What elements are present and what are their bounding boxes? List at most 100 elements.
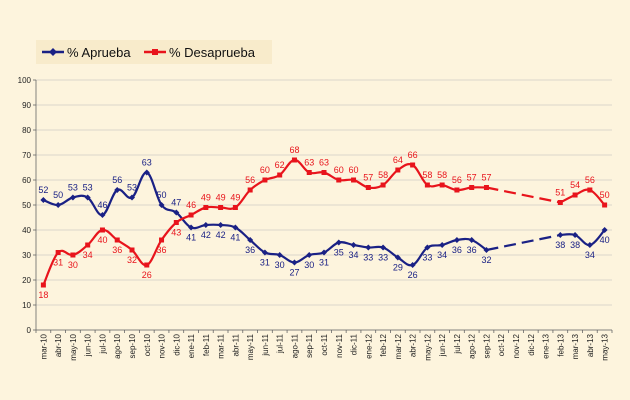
data-label-0-nov-11: 35 — [334, 248, 344, 258]
data-label-0-ago-12: 36 — [467, 245, 477, 255]
marker-0-may-12 — [424, 244, 431, 251]
data-label-0-mar-13: 38 — [570, 240, 580, 250]
x-tick-label-feb-13: feb-13 — [556, 333, 565, 356]
marker-0-abr-12 — [409, 262, 416, 268]
legend-marker-0 — [49, 48, 57, 56]
x-tick-label-may-10: may-10 — [69, 333, 78, 360]
data-label-0-may-10: 53 — [68, 183, 78, 193]
y-tick-label-40: 40 — [22, 226, 31, 235]
axes: 0 10 20 30 40 50 60 70 80 90 100 mar-10 abr-10 may-10… — [18, 76, 613, 361]
data-label-1-mar-10: 18 — [38, 290, 48, 300]
x-tick-label-jun-12: jun-12 — [438, 333, 447, 357]
data-label-1-oct-10: 26 — [142, 270, 152, 280]
marker-1-oct-10 — [144, 262, 150, 268]
x-tick-label-jul-11: jul-11 — [276, 333, 285, 354]
x-tick-label-oct-12: oct-12 — [497, 333, 506, 356]
data-label-1-feb-13: 51 — [555, 188, 565, 198]
marker-0-may-13 — [601, 227, 608, 233]
x-tick-label-ago-11: ago-11 — [290, 333, 299, 358]
x-tick-label-abr-12: abr-12 — [409, 333, 418, 357]
x-tick-label-jul-10: jul-10 — [98, 333, 107, 354]
marker-0-oct-10 — [143, 169, 150, 176]
marker-1-jun-11 — [262, 177, 268, 183]
data-label-1-may-10: 30 — [68, 260, 78, 270]
marker-0-may-11 — [247, 237, 254, 243]
x-tick-label-mar-11: mar-11 — [217, 333, 226, 358]
marker-1-ene-11 — [188, 212, 194, 218]
marker-0-feb-11 — [202, 222, 209, 228]
data-label-0-mar-11: 42 — [216, 230, 226, 240]
series-dashed-0 — [486, 233, 561, 252]
marker-1-mar-11 — [218, 205, 224, 210]
marker-1-nov-11 — [336, 177, 342, 183]
marker-0-abr-10 — [55, 202, 62, 208]
data-label-0-ago-11: 27 — [289, 268, 299, 278]
marker-1-mar-10 — [40, 282, 46, 288]
marker-1-ago-10 — [114, 237, 120, 243]
x-tick-label-sep-10: sep-10 — [128, 333, 137, 358]
marker-1-sep-11 — [306, 170, 312, 175]
y-tick-label-80: 80 — [22, 126, 31, 135]
data-label-1-abr-10: 31 — [53, 258, 63, 268]
marker-0-sep-10 — [129, 194, 135, 201]
series-dashed-1 — [486, 186, 561, 204]
data-label-0-may-13: 40 — [600, 235, 610, 245]
x-tick-label-feb-11: feb-11 — [202, 333, 211, 356]
series-layer — [40, 157, 608, 288]
data-label-1-ago-12: 57 — [467, 173, 477, 183]
x-tick-label-ago-12: ago-12 — [468, 333, 477, 358]
data-label-1-sep-11: 63 — [304, 158, 314, 168]
marker-0-jul-11 — [276, 252, 283, 258]
x-tick-label-ene-13: ene-13 — [542, 333, 551, 358]
data-label-1-feb-12: 58 — [378, 170, 388, 180]
marker-0-jun-10 — [84, 194, 91, 201]
marker-1-feb-11 — [203, 205, 209, 210]
marker-1-jul-11 — [277, 172, 283, 178]
marker-0-abr-13 — [586, 242, 593, 248]
data-label-1-nov-10: 36 — [157, 245, 167, 255]
data-label-0-ene-12: 33 — [363, 253, 373, 263]
marker-1-dic-10 — [173, 220, 179, 225]
x-tick-label-dic-12: dic-12 — [527, 333, 536, 355]
data-label-1-dic-11: 60 — [349, 165, 359, 175]
series-line-1-1 — [559, 188, 606, 206]
data-label-0-mar-12: 29 — [393, 263, 403, 273]
marker-1-may-10 — [70, 252, 76, 258]
data-label-0-feb-13: 38 — [555, 240, 565, 250]
data-label-0-jun-12: 34 — [437, 250, 447, 260]
y-tick-label-20: 20 — [22, 276, 31, 285]
x-tick-label-jun-11: jun-11 — [261, 333, 270, 356]
data-label-1-abr-13: 56 — [585, 175, 595, 185]
data-label-0-dic-10: 47 — [171, 198, 181, 208]
data-label-0-jun-10: 53 — [83, 183, 93, 193]
marker-1-ago-11 — [291, 157, 297, 163]
x-tick-label-ene-11: ene-11 — [187, 333, 196, 358]
x-tick-label-mar-10: mar-10 — [39, 333, 48, 359]
data-label-0-oct-10: 63 — [142, 158, 152, 168]
data-label-1-ene-12: 57 — [363, 173, 373, 183]
data-label-1-oct-11: 63 — [319, 158, 329, 168]
x-tick-label-jul-12: jul-12 — [453, 333, 462, 354]
data-label-1-abr-12: 66 — [408, 150, 418, 160]
marker-0-feb-13 — [557, 232, 564, 238]
data-label-1-mar-12: 64 — [393, 155, 403, 165]
y-tick-label-30: 30 — [22, 251, 31, 260]
marker-0-sep-11 — [306, 252, 313, 258]
data-label-1-may-12: 58 — [422, 170, 432, 180]
marker-1-may-11 — [247, 187, 253, 193]
marker-1-abr-13 — [587, 187, 593, 193]
y-tick-label-50: 50 — [22, 201, 31, 210]
marker-1-abr-12 — [410, 162, 416, 168]
marker-0-mar-11 — [217, 222, 224, 228]
data-label-0-abr-11: 41 — [230, 233, 240, 243]
marker-0-feb-12 — [380, 244, 387, 251]
x-tick-label-ene-12: ene-12 — [364, 333, 373, 358]
marker-0-ago-10 — [114, 187, 121, 193]
x-tick-label-may-13: may-13 — [601, 333, 610, 360]
y-tick-label-10: 10 — [22, 301, 31, 310]
data-label-1-nov-11: 60 — [334, 165, 344, 175]
data-label-1-sep-12: 57 — [481, 173, 491, 183]
legend-label-1: % Desaprueba — [169, 45, 256, 60]
marker-1-jul-12 — [454, 187, 460, 193]
